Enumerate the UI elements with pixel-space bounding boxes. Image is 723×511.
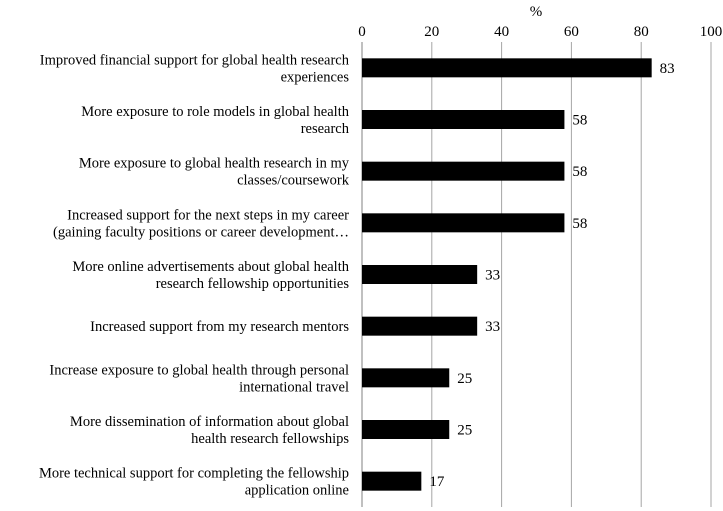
bar-3 — [362, 213, 565, 233]
data-label-8: 17 — [429, 474, 445, 490]
bar-0 — [362, 58, 652, 78]
bar-7 — [362, 420, 450, 439]
bar-5 — [362, 316, 478, 336]
x-tick-label: 20 — [424, 24, 439, 40]
data-label-5: 33 — [485, 319, 500, 335]
category-label-3: Increased support for the next steps in … — [53, 207, 349, 240]
x-tick-label: 60 — [564, 24, 579, 40]
bar-1 — [362, 110, 565, 129]
data-label-7: 25 — [457, 423, 472, 439]
x-axis-title: % — [530, 4, 543, 20]
bars — [362, 58, 652, 491]
data-label-4: 33 — [485, 268, 500, 284]
category-label-6: Increase exposure to global health throu… — [49, 362, 349, 395]
x-tick-label: 80 — [634, 24, 649, 40]
bar-6 — [362, 368, 450, 388]
category-labels: Improved financial support for global he… — [39, 52, 350, 498]
data-label-6: 25 — [457, 371, 472, 387]
category-label-4: More online advertisements about global … — [72, 259, 349, 292]
x-tick-label: 100 — [700, 24, 723, 40]
category-label-2: More exposure to global health research … — [79, 156, 350, 189]
category-label-5: Increased support from my research mento… — [90, 319, 349, 335]
value-labels: 83 58 58 58 33 33 25 25 17 — [429, 61, 674, 490]
x-tick-label: 40 — [494, 24, 509, 40]
data-label-3: 58 — [572, 216, 587, 232]
data-label-0: 83 — [660, 61, 675, 77]
category-label-0: Improved financial support for global he… — [40, 52, 350, 85]
category-label-8: More technical support for completing th… — [39, 466, 349, 499]
data-label-1: 58 — [572, 113, 587, 129]
x-tick-label: 0 — [358, 24, 366, 40]
x-axis-ticks: 0 20 40 60 80 100 — [358, 24, 722, 40]
category-label-7: More dissemination of information about … — [70, 414, 349, 447]
bar-8 — [362, 471, 422, 491]
data-label-2: 58 — [572, 164, 587, 180]
category-label-1: More exposure to role models in global h… — [81, 104, 350, 137]
bar-2 — [362, 161, 565, 181]
bar-4 — [362, 265, 478, 284]
